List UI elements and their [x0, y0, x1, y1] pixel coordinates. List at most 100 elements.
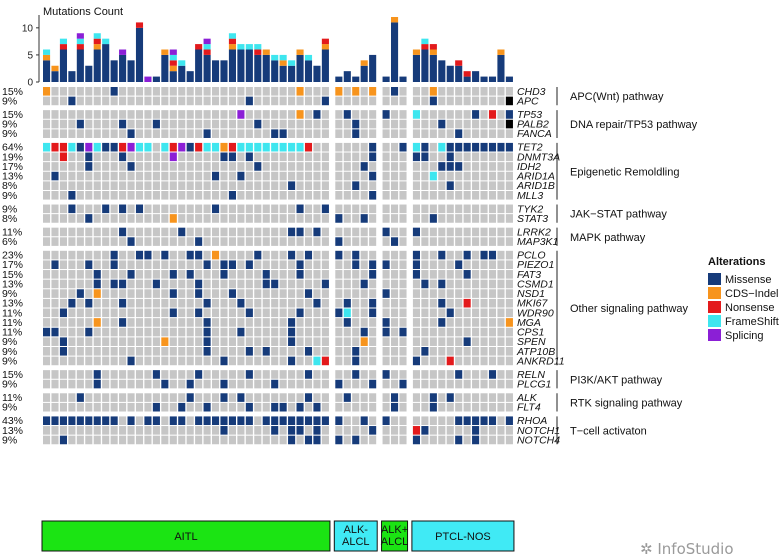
mutation-cell — [144, 152, 152, 162]
mutation-cell — [455, 402, 463, 412]
mutation-cell — [446, 308, 454, 318]
mutation-cell — [144, 347, 152, 356]
mutation-cell — [161, 250, 169, 260]
mutation-cell — [110, 181, 118, 190]
mutation-cell — [237, 237, 245, 246]
mutation-cell — [262, 110, 270, 119]
mutation-cell — [203, 393, 211, 402]
mutation-cell — [296, 129, 304, 138]
mutation-cell — [144, 416, 152, 426]
mutation-cell — [399, 142, 407, 152]
mutation-cell — [288, 416, 296, 426]
mutation-cell — [271, 250, 279, 260]
mutation-cell — [203, 96, 211, 106]
mutation-cell — [391, 129, 399, 138]
mutation-cell — [271, 379, 279, 389]
mutation-cell — [43, 129, 51, 138]
mutation-cell — [313, 87, 321, 96]
mutation-cell — [186, 237, 194, 246]
mutation-cell — [59, 318, 67, 327]
mutation-cell — [279, 337, 287, 346]
mutation-cell — [169, 426, 177, 435]
mutation-cell — [421, 347, 429, 356]
mutation-cell — [228, 162, 236, 171]
mutation-cell — [296, 318, 304, 327]
mutation-cell — [399, 435, 407, 445]
mutation-cell — [110, 402, 118, 412]
mutation-cell — [488, 250, 497, 260]
mutation-cell — [135, 260, 144, 270]
mutation-cell — [360, 87, 368, 96]
mutation-cell — [313, 279, 321, 289]
bar-segment — [102, 38, 110, 45]
mutation-cell — [169, 227, 177, 237]
mutation-cell — [382, 96, 390, 106]
mutation-cell — [203, 237, 211, 246]
mutation-cell — [296, 181, 304, 190]
mutation-cell — [212, 227, 220, 237]
mutation-cell — [254, 96, 262, 106]
mutation-cell — [102, 402, 110, 412]
mutation-cell — [51, 298, 59, 308]
mutation-cell — [59, 227, 67, 237]
mutation-cell — [463, 260, 471, 270]
mutation-cell — [119, 171, 127, 181]
mutation-cell — [438, 171, 446, 181]
mutation-cell — [237, 327, 245, 337]
mutation-cell — [262, 119, 270, 129]
mutation-cell — [203, 327, 211, 337]
mutation-cell — [195, 435, 203, 445]
mutation-cell — [279, 416, 287, 426]
mutation-cell — [313, 416, 321, 426]
gene-name: NSD1 — [517, 288, 545, 300]
mutation-cell — [195, 96, 203, 106]
mutation-cell — [119, 416, 127, 426]
mutation-cell — [446, 204, 454, 214]
mutation-cell — [144, 379, 152, 389]
mutation-cell — [455, 87, 463, 96]
mutation-cell — [421, 171, 429, 181]
mutation-cell — [279, 289, 287, 298]
mutation-cell — [220, 327, 228, 337]
mutation-cell — [304, 393, 313, 402]
bar-segment — [212, 60, 220, 82]
mutation-cell — [321, 237, 329, 246]
mutation-cell — [421, 227, 429, 237]
mutation-cell — [472, 393, 480, 402]
bar-segment — [110, 60, 118, 82]
mutation-cell — [186, 270, 194, 279]
mutation-cell — [279, 237, 287, 246]
mutation-cell — [178, 227, 186, 237]
gene-name: ANKRD11 — [516, 355, 565, 367]
mutation-cell — [76, 162, 84, 171]
mutation-cell — [399, 204, 407, 214]
mutation-cell — [178, 402, 186, 412]
mutation-cell — [382, 191, 390, 200]
mutation-cell — [51, 96, 59, 106]
mutation-cell — [110, 119, 118, 129]
mutation-cell — [382, 393, 390, 402]
mutation-cell — [85, 237, 93, 246]
mutation-cell — [391, 181, 399, 190]
mutation-cell — [262, 181, 270, 190]
mutation-cell — [59, 279, 67, 289]
mutation-cell — [497, 270, 505, 279]
mutation-cell — [480, 356, 488, 366]
mutation-cell — [296, 171, 304, 181]
mutation-cell — [412, 279, 420, 289]
mutation-cell — [76, 279, 84, 289]
mutation-cell — [360, 227, 368, 237]
bar-segment — [254, 44, 262, 50]
mutation-cell — [412, 426, 420, 435]
mutation-cell — [254, 279, 262, 289]
mutation-cell — [135, 171, 144, 181]
mutation-cell — [446, 181, 454, 190]
mutation-cell — [343, 402, 351, 412]
mutation-cell — [195, 110, 203, 119]
mutation-cell — [93, 393, 101, 402]
mutation-cell — [59, 171, 67, 181]
mutation-cell — [203, 435, 211, 445]
mutation-cell — [391, 298, 399, 308]
mutation-cell — [152, 237, 160, 246]
